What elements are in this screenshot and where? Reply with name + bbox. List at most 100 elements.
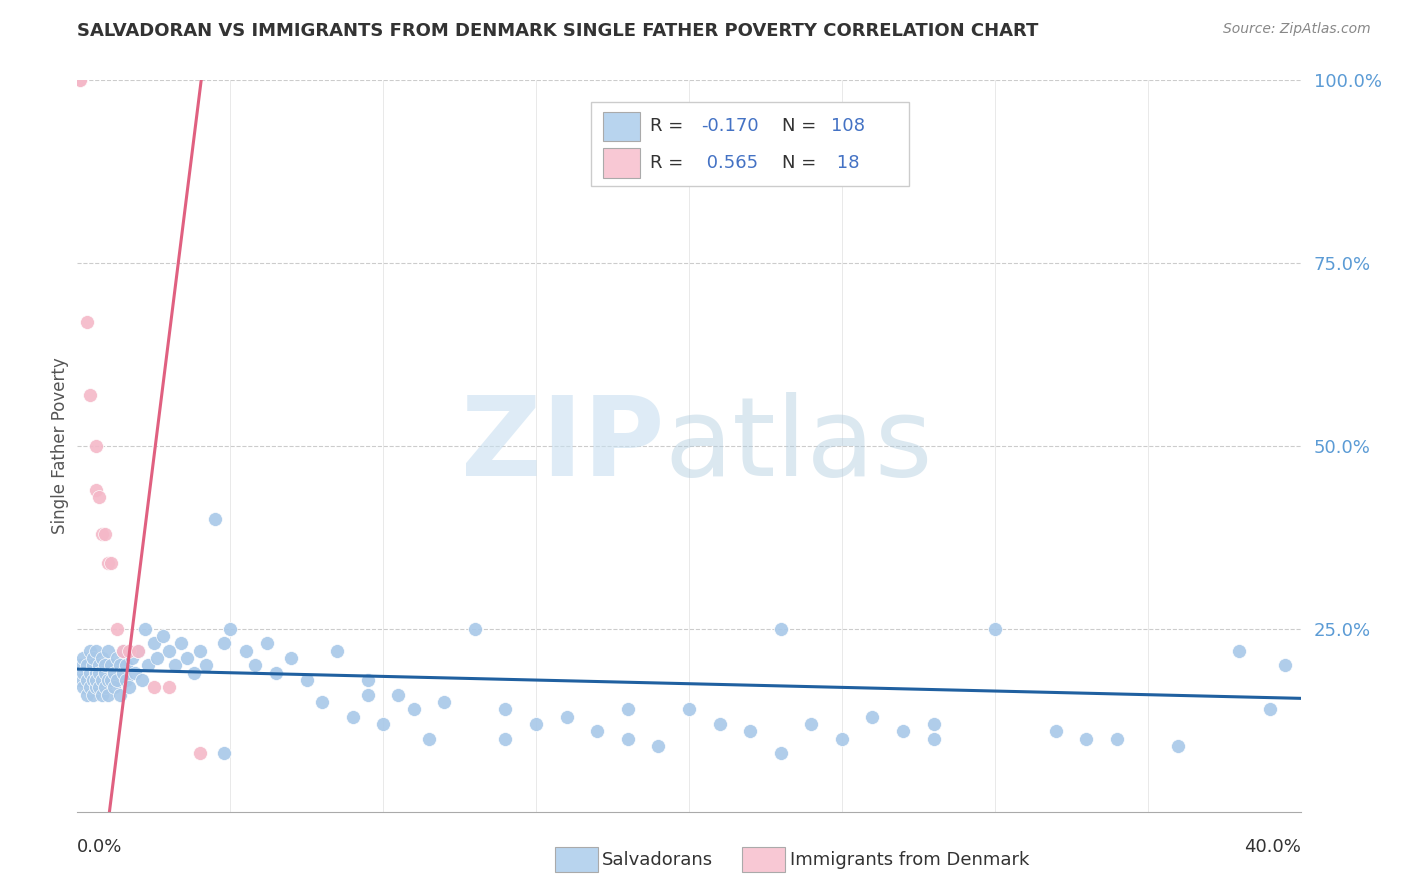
- Point: [371, 717, 394, 731]
- Point: [124, 665, 146, 680]
- Point: [357, 688, 380, 702]
- Point: [72, 651, 94, 665]
- Point: [524, 717, 547, 731]
- Text: Salvadorans: Salvadorans: [602, 851, 713, 869]
- Point: [152, 629, 174, 643]
- Text: 18: 18: [831, 154, 859, 172]
- Point: [87, 681, 110, 695]
- Point: [922, 731, 945, 746]
- Point: [87, 490, 110, 504]
- Point: [678, 702, 700, 716]
- Point: [82, 673, 104, 687]
- Point: [127, 644, 149, 658]
- Point: [433, 695, 456, 709]
- Text: 40.0%: 40.0%: [1244, 838, 1301, 856]
- Point: [105, 673, 128, 687]
- Point: [740, 724, 762, 739]
- Point: [112, 644, 135, 658]
- Point: [212, 636, 235, 650]
- Point: [495, 702, 517, 716]
- Point: [82, 658, 104, 673]
- Text: Immigrants from Denmark: Immigrants from Denmark: [790, 851, 1029, 869]
- Point: [103, 665, 125, 680]
- Point: [1107, 731, 1129, 746]
- Point: [800, 717, 823, 731]
- Point: [87, 658, 110, 673]
- Point: [280, 651, 302, 665]
- Point: [188, 644, 211, 658]
- Text: R =: R =: [650, 118, 689, 136]
- Point: [69, 73, 91, 87]
- Point: [105, 622, 128, 636]
- Point: [1045, 724, 1067, 739]
- Point: [97, 556, 120, 570]
- Point: [97, 644, 120, 658]
- Point: [108, 688, 131, 702]
- Point: [94, 681, 117, 695]
- Point: [342, 709, 364, 723]
- Point: [136, 658, 159, 673]
- Point: [984, 622, 1007, 636]
- Point: [90, 673, 112, 687]
- Point: [357, 673, 380, 687]
- Text: -0.170: -0.170: [702, 118, 759, 136]
- Point: [243, 658, 266, 673]
- Text: N =: N =: [782, 118, 823, 136]
- Point: [1229, 644, 1251, 658]
- Point: [326, 644, 349, 658]
- Bar: [603, 112, 640, 141]
- Bar: [603, 148, 640, 178]
- Point: [1258, 702, 1281, 716]
- Point: [76, 688, 98, 702]
- Point: [90, 651, 112, 665]
- Point: [87, 665, 110, 680]
- Point: [219, 622, 242, 636]
- Text: R =: R =: [650, 154, 689, 172]
- Point: [387, 688, 409, 702]
- Point: [256, 636, 278, 650]
- Point: [1167, 739, 1189, 753]
- Point: [76, 673, 98, 687]
- Point: [418, 731, 440, 746]
- Point: [157, 644, 180, 658]
- Point: [94, 665, 117, 680]
- Point: [176, 651, 198, 665]
- Point: [311, 695, 333, 709]
- Point: [84, 665, 107, 680]
- Text: 0.565: 0.565: [702, 154, 758, 172]
- Point: [72, 665, 94, 680]
- Point: [862, 709, 884, 723]
- Point: [188, 746, 211, 760]
- Point: [1076, 731, 1098, 746]
- Point: [165, 658, 187, 673]
- Text: SALVADORAN VS IMMIGRANTS FROM DENMARK SINGLE FATHER POVERTY CORRELATION CHART: SALVADORAN VS IMMIGRANTS FROM DENMARK SI…: [77, 22, 1039, 40]
- Text: atlas: atlas: [665, 392, 934, 500]
- Point: [115, 658, 138, 673]
- Point: [82, 688, 104, 702]
- Point: [94, 658, 117, 673]
- Point: [103, 681, 125, 695]
- Point: [72, 681, 94, 695]
- Point: [76, 315, 98, 329]
- Point: [118, 644, 141, 658]
- Point: [891, 724, 914, 739]
- Point: [1274, 658, 1296, 673]
- Point: [79, 388, 101, 402]
- Point: [112, 644, 135, 658]
- Point: [617, 731, 640, 746]
- Point: [84, 681, 107, 695]
- Point: [69, 658, 91, 673]
- Point: [121, 651, 143, 665]
- Point: [212, 746, 235, 760]
- Point: [105, 651, 128, 665]
- Point: [194, 658, 217, 673]
- Point: [108, 658, 131, 673]
- Point: [170, 636, 193, 650]
- Point: [84, 673, 107, 687]
- Point: [295, 673, 318, 687]
- Point: [555, 709, 578, 723]
- Point: [204, 512, 226, 526]
- Point: [84, 644, 107, 658]
- Point: [134, 622, 156, 636]
- Point: [112, 665, 135, 680]
